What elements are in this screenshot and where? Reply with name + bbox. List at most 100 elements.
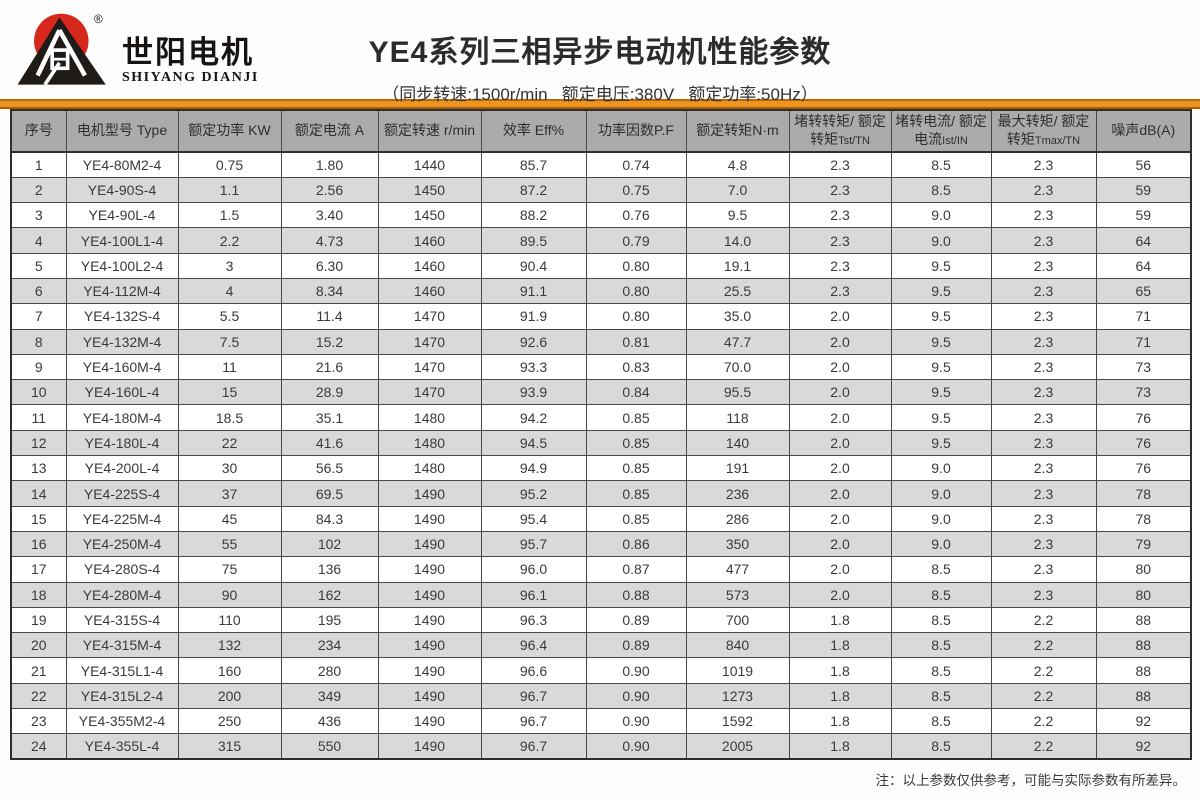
table-cell: 9.0 (890, 455, 992, 482)
table-cell: 59 (1095, 202, 1192, 229)
table-cell: 436 (280, 708, 379, 735)
table-cell: 0.85 (585, 505, 687, 532)
table-cell: 59 (1095, 176, 1192, 204)
table-cell: 8.5 (890, 682, 992, 710)
table-cell: YE4-200L-4 (65, 455, 179, 482)
table-cell: 1490 (377, 657, 482, 684)
table-cell: 0.75 (585, 176, 687, 204)
column-header: 堵转转矩/ 额定转矩Tst/TN (788, 109, 892, 153)
table-cell: 315 (177, 733, 282, 760)
table-cell: 2.2 (177, 227, 282, 254)
table-cell: 2.0 (788, 480, 892, 507)
table-cell: 64 (1095, 252, 1192, 279)
table-cell: 8.5 (890, 581, 992, 608)
table-cell: 160 (177, 657, 282, 684)
column-header: 额定转速 r/min (377, 109, 482, 153)
table-cell: 8.5 (890, 708, 992, 735)
table-cell: 2.2 (990, 682, 1097, 710)
table-cell: 55 (177, 530, 282, 558)
table-cell: 15 (10, 505, 67, 532)
table-row: 23 YE4-355M2-4 250 436 1490 96.7 0.90 1592 1.8 8.… (10, 708, 1192, 735)
table-row: 11 YE4-180M-4 18.5 35.1 1480 94.2 0.85 118 2.0 9.… (10, 404, 1192, 431)
table-cell: 1480 (377, 404, 482, 431)
table-cell: 2.3 (990, 505, 1097, 532)
table-cell: 110 (177, 606, 282, 634)
column-header: 电机型号 Type (65, 109, 179, 153)
table-cell: 3.40 (280, 202, 379, 229)
table-cell: 79 (1095, 530, 1192, 558)
table-cell: 0.85 (585, 480, 687, 507)
table-cell: 9 (10, 353, 67, 381)
table-row: 10 YE4-160L-4 15 28.9 1470 93.9 0.84 95.5 2.0 9.5… (10, 379, 1192, 406)
table-cell: 21 (10, 657, 67, 684)
table-cell: 78 (1095, 480, 1192, 507)
table-cell: 2.3 (990, 429, 1097, 457)
table-cell: 8 (10, 328, 67, 355)
column-header: 序号 (10, 109, 67, 153)
table-cell: 2.0 (788, 530, 892, 558)
table-cell: 28.9 (280, 379, 379, 406)
table-cell: 2.3 (990, 202, 1097, 229)
table-cell: 41.6 (280, 429, 379, 457)
table-cell: 1450 (377, 202, 482, 229)
table-cell: 20 (10, 632, 67, 659)
table-cell: 65 (1095, 277, 1192, 305)
table-cell: 102 (280, 530, 379, 558)
table-cell: 2.3 (990, 581, 1097, 608)
table-cell: 162 (280, 581, 379, 608)
table-cell: 89.5 (480, 227, 587, 254)
table-cell: 1490 (377, 505, 482, 532)
table-cell: 0.85 (585, 429, 687, 457)
table-cell: 2.3 (788, 227, 892, 254)
table-cell: 2.2 (990, 733, 1097, 760)
table-cell: 2.3 (990, 227, 1097, 254)
table-cell: 1490 (377, 708, 482, 735)
table-cell: YE4-90L-4 (65, 202, 179, 229)
table-cell: 9.5 (890, 379, 992, 406)
table-cell: 76 (1095, 455, 1192, 482)
table-cell: 35.1 (280, 404, 379, 431)
table-cell: 13 (10, 455, 67, 482)
table-cell: YE4-355L-4 (65, 733, 179, 760)
table-cell: 94.5 (480, 429, 587, 457)
table-cell: 88 (1095, 657, 1192, 684)
table-cell: 19 (10, 606, 67, 634)
table-cell: 56 (1095, 151, 1192, 178)
table-cell: 1.1 (177, 176, 282, 204)
table-cell: 17 (10, 556, 67, 583)
table-cell: YE4-160L-4 (65, 379, 179, 406)
table-cell: 88 (1095, 606, 1192, 634)
table-cell: 7.0 (685, 176, 790, 204)
table-cell: 24 (10, 733, 67, 760)
table-cell: 136 (280, 556, 379, 583)
table-cell: 1490 (377, 480, 482, 507)
table-cell: YE4-80M2-4 (65, 151, 179, 178)
table-cell: 2.0 (788, 556, 892, 583)
table-cell: 9.5 (890, 328, 992, 355)
table-cell: 70.0 (685, 353, 790, 381)
column-header: 额定功率 KW (177, 109, 282, 153)
table-cell: 73 (1095, 353, 1192, 381)
column-header: 最大转矩/ 额定转矩Tmax/TN (990, 109, 1097, 153)
table-cell: 92.6 (480, 328, 587, 355)
table-cell: 9.0 (890, 202, 992, 229)
table-cell: 3 (10, 202, 67, 229)
table-cell: 0.85 (585, 455, 687, 482)
table-cell: 550 (280, 733, 379, 760)
table-cell: 1.8 (788, 708, 892, 735)
table-row: 3 YE4-90L-4 1.5 3.40 1450 88.2 0.76 9.5 2.3 9.0 2.… (10, 202, 1192, 229)
table-cell: 84.3 (280, 505, 379, 532)
table-cell: YE4-90S-4 (65, 176, 179, 204)
table-cell: 23 (10, 708, 67, 735)
table-cell: 2.3 (990, 379, 1097, 406)
table-row: 15 YE4-225M-4 45 84.3 1490 95.4 0.85 286 2.0 9.0 2… (10, 505, 1192, 532)
table-cell: 2.3 (788, 176, 892, 204)
table-cell: 11 (177, 353, 282, 381)
table-cell: YE4-250M-4 (65, 530, 179, 558)
table-cell: 0.74 (585, 151, 687, 178)
table-cell: 22 (177, 429, 282, 457)
table-cell: 2.3 (990, 303, 1097, 330)
table-cell: 8.5 (890, 733, 992, 760)
column-header: 额定电流 A (280, 109, 379, 153)
